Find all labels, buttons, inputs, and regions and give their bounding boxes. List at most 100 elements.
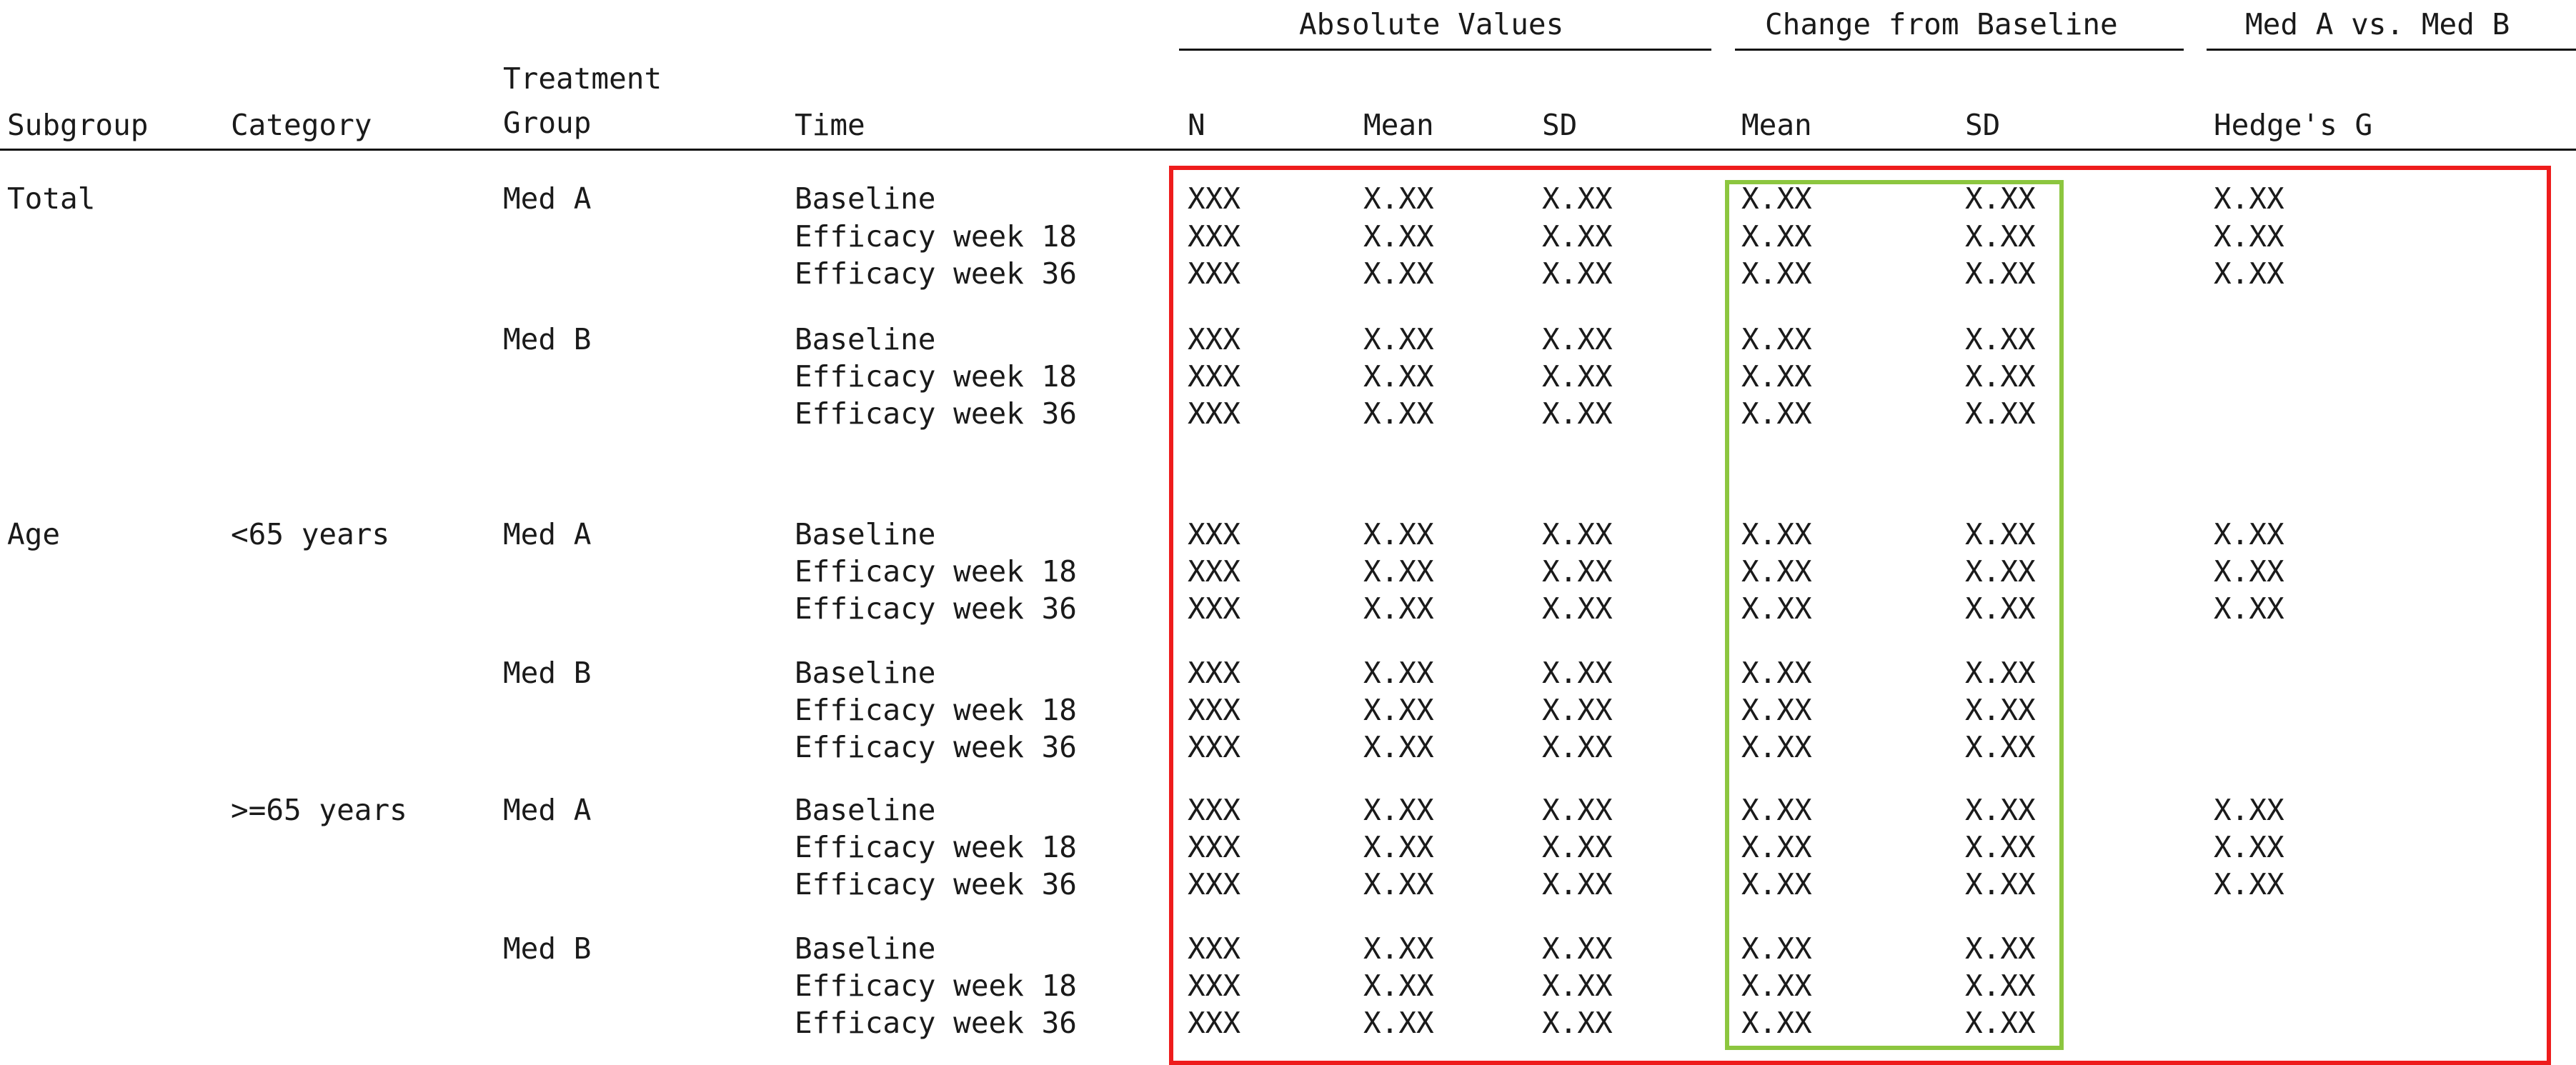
cell-time: Efficacy week 36	[795, 591, 1077, 626]
cell-chg-mean: X.XX	[1741, 554, 1812, 589]
cell-g: X.XX	[2214, 830, 2284, 864]
cell-time: Efficacy week 18	[795, 969, 1077, 1003]
cell-chg-sd: X.XX	[1965, 693, 2036, 727]
cell-abs-sd: X.XX	[1542, 554, 1613, 589]
cell-subgroup: Age	[7, 517, 61, 551]
cell-chg-sd: X.XX	[1965, 256, 2036, 291]
cell-abs-sd: X.XX	[1542, 591, 1613, 626]
cell-abs-sd: X.XX	[1542, 793, 1613, 827]
cell-abs-mean: X.XX	[1363, 969, 1434, 1003]
cell-category: <65 years	[231, 517, 390, 551]
cell-chg-mean: X.XX	[1741, 693, 1812, 727]
cell-abs-sd: X.XX	[1542, 931, 1613, 966]
cell-chg-mean: X.XX	[1741, 322, 1812, 356]
cell-chg-mean: X.XX	[1741, 181, 1812, 216]
cell-abs-mean: X.XX	[1363, 830, 1434, 864]
cell-group: Med A	[503, 517, 592, 551]
change-highlight-box	[1725, 180, 2064, 1050]
cell-chg-sd: X.XX	[1965, 359, 2036, 394]
col-header-subgroup: Subgroup	[7, 108, 149, 142]
cell-abs-sd: X.XX	[1542, 396, 1613, 431]
cell-time: Efficacy week 36	[795, 256, 1077, 291]
cell-abs-mean: X.XX	[1363, 730, 1434, 764]
cell-time: Baseline	[795, 181, 936, 216]
cell-abs-mean: X.XX	[1363, 693, 1434, 727]
cell-chg-sd: X.XX	[1965, 830, 2036, 864]
cell-abs-mean: X.XX	[1363, 396, 1434, 431]
cell-abs-sd: X.XX	[1542, 256, 1613, 291]
cell-abs-sd: X.XX	[1542, 656, 1613, 690]
cell-n: XXX	[1188, 693, 1241, 727]
cell-abs-mean: X.XX	[1363, 256, 1434, 291]
cell-group: Med B	[503, 322, 592, 356]
cell-g: X.XX	[2214, 867, 2284, 901]
cell-n: XXX	[1188, 969, 1241, 1003]
cell-time: Efficacy week 36	[795, 1006, 1077, 1040]
cell-n: XXX	[1188, 359, 1241, 394]
col-header-treatment-line1: Treatment	[503, 61, 662, 96]
cell-group: Med A	[503, 793, 592, 827]
col-header-abs-sd: SD	[1542, 108, 1578, 142]
cell-chg-mean: X.XX	[1741, 219, 1812, 254]
cell-abs-sd: X.XX	[1542, 730, 1613, 764]
cell-n: XXX	[1188, 830, 1241, 864]
cell-chg-mean: X.XX	[1741, 1006, 1812, 1040]
cell-time: Efficacy week 18	[795, 693, 1077, 727]
cell-chg-sd: X.XX	[1965, 322, 2036, 356]
cell-abs-sd: X.XX	[1542, 219, 1613, 254]
cell-chg-sd: X.XX	[1965, 793, 2036, 827]
cell-time: Efficacy week 36	[795, 396, 1077, 431]
cell-time: Efficacy week 36	[795, 867, 1077, 901]
spanner-med-comparison: Med A vs. Med B	[2245, 7, 2510, 41]
cell-chg-mean: X.XX	[1741, 830, 1812, 864]
cell-time: Efficacy week 18	[795, 830, 1077, 864]
cell-chg-sd: X.XX	[1965, 656, 2036, 690]
cell-chg-mean: X.XX	[1741, 867, 1812, 901]
cell-abs-mean: X.XX	[1363, 656, 1434, 690]
cell-abs-sd: X.XX	[1542, 830, 1613, 864]
values-highlight-box	[1169, 166, 2551, 1065]
cell-abs-mean: X.XX	[1363, 322, 1434, 356]
spanner-comparison-underline	[2207, 49, 2576, 51]
cell-chg-sd: X.XX	[1965, 396, 2036, 431]
cell-chg-mean: X.XX	[1741, 730, 1812, 764]
cell-chg-sd: X.XX	[1965, 517, 2036, 551]
cell-g: X.XX	[2214, 793, 2284, 827]
cell-abs-sd: X.XX	[1542, 693, 1613, 727]
cell-chg-sd: X.XX	[1965, 730, 2036, 764]
cell-chg-mean: X.XX	[1741, 256, 1812, 291]
cell-n: XXX	[1188, 322, 1241, 356]
cell-abs-mean: X.XX	[1363, 554, 1434, 589]
cell-n: XXX	[1188, 793, 1241, 827]
cell-abs-sd: X.XX	[1542, 1006, 1613, 1040]
spanner-absolute-underline	[1179, 49, 1711, 51]
cell-n: XXX	[1188, 517, 1241, 551]
col-header-abs-mean: Mean	[1363, 108, 1434, 142]
cell-n: XXX	[1188, 591, 1241, 626]
cell-n: XXX	[1188, 181, 1241, 216]
cell-time: Efficacy week 18	[795, 554, 1077, 589]
cell-abs-sd: X.XX	[1542, 181, 1613, 216]
cell-abs-mean: X.XX	[1363, 931, 1434, 966]
col-header-chg-mean: Mean	[1741, 108, 1812, 142]
header-rule	[0, 149, 2576, 151]
col-header-time: Time	[795, 108, 865, 142]
cell-abs-mean: X.XX	[1363, 181, 1434, 216]
cell-time: Efficacy week 18	[795, 359, 1077, 394]
cell-chg-mean: X.XX	[1741, 931, 1812, 966]
cell-subgroup: Total	[7, 181, 96, 216]
cell-abs-sd: X.XX	[1542, 517, 1613, 551]
cell-chg-mean: X.XX	[1741, 591, 1812, 626]
cell-abs-sd: X.XX	[1542, 867, 1613, 901]
cell-abs-mean: X.XX	[1363, 793, 1434, 827]
cell-chg-mean: X.XX	[1741, 359, 1812, 394]
cell-chg-mean: X.XX	[1741, 517, 1812, 551]
cell-chg-sd: X.XX	[1965, 219, 2036, 254]
cell-group: Med A	[503, 181, 592, 216]
cell-n: XXX	[1188, 219, 1241, 254]
cell-abs-sd: X.XX	[1542, 359, 1613, 394]
spanner-change-underline	[1735, 49, 2184, 51]
cell-time: Baseline	[795, 793, 936, 827]
cell-time: Efficacy week 18	[795, 219, 1077, 254]
cell-chg-sd: X.XX	[1965, 591, 2036, 626]
